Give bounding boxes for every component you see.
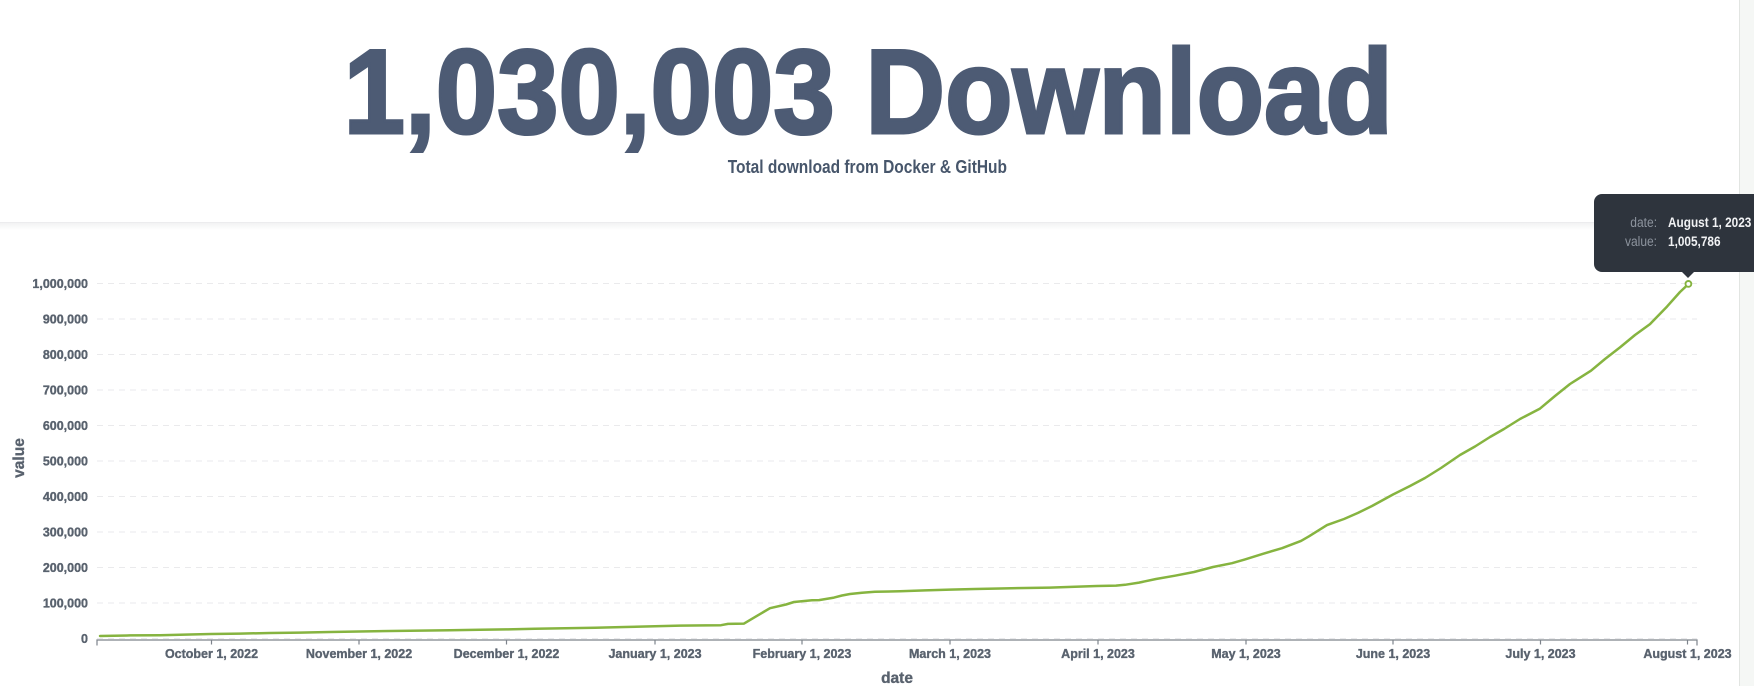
svg-text:200,000: 200,000 [43,561,88,575]
svg-text:August 1, 2023: August 1, 2023 [1643,647,1731,661]
svg-text:July 1, 2023: July 1, 2023 [1505,647,1575,661]
svg-text:January 1, 2023: January 1, 2023 [608,647,701,661]
svg-text:October 1, 2022: October 1, 2022 [165,647,258,661]
svg-text:500,000: 500,000 [43,455,88,469]
svg-text:April 1, 2023: April 1, 2023 [1061,647,1135,661]
svg-text:date: date [881,670,913,686]
svg-text:0: 0 [81,632,88,646]
svg-text:value: value [11,438,28,478]
svg-text:100,000: 100,000 [43,597,88,611]
svg-text:June 1, 2023: June 1, 2023 [1356,647,1430,661]
svg-text:November 1, 2022: November 1, 2022 [306,647,412,661]
svg-text:May 1, 2023: May 1, 2023 [1211,647,1281,661]
svg-text:February 1, 2023: February 1, 2023 [753,647,852,661]
svg-text:600,000: 600,000 [43,419,88,433]
svg-text:800,000: 800,000 [43,348,88,362]
svg-text:March 1, 2023: March 1, 2023 [909,647,991,661]
svg-text:300,000: 300,000 [43,526,88,540]
svg-text:1,000,000: 1,000,000 [32,277,88,291]
svg-text:700,000: 700,000 [43,384,88,398]
svg-text:400,000: 400,000 [43,490,88,504]
svg-text:December 1, 2022: December 1, 2022 [454,647,560,661]
svg-text:900,000: 900,000 [43,313,88,327]
